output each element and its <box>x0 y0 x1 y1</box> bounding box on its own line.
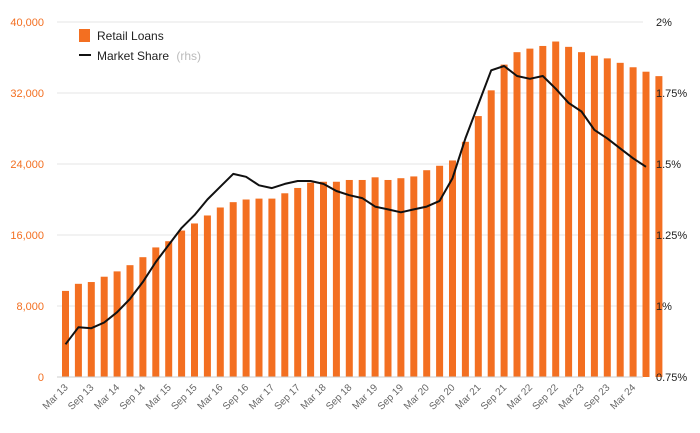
retail-loans-bar <box>178 230 186 377</box>
retail-loans-bar <box>345 179 353 377</box>
x-tick-label: Mar 14 <box>92 382 122 412</box>
x-tick-label: Mar 17 <box>247 382 277 412</box>
x-tick-label: Mar 22 <box>505 382 535 412</box>
retail-loans-bar <box>320 181 327 377</box>
x-tick-label: Mar 13 <box>41 382 71 412</box>
retail-loans-bar <box>216 207 224 377</box>
market-share-polyline <box>64 65 647 345</box>
retail-loans-bar <box>139 257 147 377</box>
retail-loans-bar <box>358 179 366 377</box>
retail-loans-bar <box>629 67 637 377</box>
y-right-tick-label: 1.25% <box>656 230 687 242</box>
retail-loans-bar <box>565 46 573 377</box>
y-left-tick-label: 40,000 <box>10 17 44 29</box>
retail-loans-bar <box>384 179 392 377</box>
x-tick-label: Mar 16 <box>196 382 226 412</box>
retail-loans-bar <box>436 165 444 377</box>
y-left-tick-label: 8,000 <box>16 301 44 313</box>
x-tick-label: Sep 19 <box>376 382 406 412</box>
legend: Retail Loans Market Share (rhs) <box>79 29 201 63</box>
retail-loans-bar <box>487 90 495 378</box>
x-tick-label: Mar 20 <box>402 382 432 412</box>
legend-label-retail-loans: Retail Loans <box>97 29 164 43</box>
y-right-tick-label: 1.75% <box>656 88 687 100</box>
x-tick-label: Sep 18 <box>324 382 354 412</box>
y-left-tick-label: 32,000 <box>10 88 44 100</box>
retail-loans-bar <box>165 241 173 377</box>
x-tick-label: Sep 20 <box>427 382 457 412</box>
retail-loans-bar <box>100 276 108 377</box>
x-tick-label: Mar 23 <box>557 382 587 412</box>
retail-loans-bar <box>526 48 534 377</box>
retail-loans-bar <box>642 71 650 377</box>
retail-loans-bar <box>474 116 482 377</box>
retail-loans-bar <box>500 64 508 377</box>
retail-loans-bar <box>655 76 663 377</box>
retail-loans-bar <box>410 176 418 377</box>
legend-swatch-retail-loans <box>79 29 90 42</box>
legend-label-market-share: Market Share (rhs) <box>97 49 201 63</box>
x-tick-label: Sep 15 <box>169 382 199 412</box>
y-right-tick-label: 1% <box>656 301 672 313</box>
retail-loans-bar <box>74 283 82 377</box>
retail-loans-bar <box>590 55 598 377</box>
retail-loans-bar <box>513 52 521 378</box>
x-tick-label: Sep 22 <box>531 382 561 412</box>
x-tick-label: Mar 18 <box>299 382 329 412</box>
retail-loans-bar <box>397 178 405 377</box>
x-tick-label: Mar 19 <box>350 382 380 412</box>
retail-loans-bar <box>113 271 121 377</box>
retail-loans-bar <box>616 62 624 377</box>
market-share-line <box>64 65 647 345</box>
x-tick-label: Mar 24 <box>608 382 638 412</box>
y-right-tick-label: 0.75% <box>656 372 687 384</box>
legend-market-share-name: Market Share <box>97 49 169 63</box>
retail-loans-bar <box>152 247 160 377</box>
retail-loans-bar <box>332 181 340 377</box>
x-tick-label: Mar 21 <box>454 382 484 412</box>
retail-loans-bar <box>371 177 379 377</box>
x-tick-label: Sep 17 <box>273 382 303 412</box>
retail-loans-bar <box>552 41 560 378</box>
legend-market-share-rhs-note: (rhs) <box>176 49 201 63</box>
retail-loans-bar <box>449 160 456 377</box>
retail-loans-bar <box>307 182 315 377</box>
x-tick-label: Sep 23 <box>582 382 612 412</box>
retail-loans-bar <box>578 52 585 378</box>
x-tick-label: Sep 14 <box>118 382 148 412</box>
retail-loans-bar <box>461 141 469 377</box>
x-tick-label: Sep 16 <box>221 382 251 412</box>
retail-loans-bar <box>268 198 276 377</box>
retail-loans-bar <box>62 290 69 377</box>
y-left-tick-label: 24,000 <box>10 159 44 171</box>
retail-loans-bars <box>62 41 663 378</box>
retail-loans-bar <box>423 170 431 377</box>
retail-loans-bar <box>87 282 95 377</box>
retail-loans-bar <box>255 198 263 377</box>
x-tick-label: Sep 13 <box>66 382 96 412</box>
retail-loans-bar <box>294 187 302 377</box>
retail-loans-bar <box>242 199 250 377</box>
y-right-tick-label: 1.5% <box>656 159 681 171</box>
retail-loans-bar <box>281 193 289 377</box>
y-right-tick-label: 2% <box>656 17 672 29</box>
retail-loans-bar <box>203 215 211 377</box>
x-tick-label: Sep 21 <box>479 382 509 412</box>
x-tick-label: Mar 15 <box>144 382 174 412</box>
y-left-tick-label: 16,000 <box>10 230 44 242</box>
retail-loans-bar <box>126 265 134 377</box>
retail-loans-bar <box>191 223 198 377</box>
y-left-tick-label: 0 <box>38 372 44 384</box>
retail-loans-bar <box>539 45 547 378</box>
retail-loans-bar <box>603 58 611 377</box>
retail-loans-bar <box>229 202 237 377</box>
